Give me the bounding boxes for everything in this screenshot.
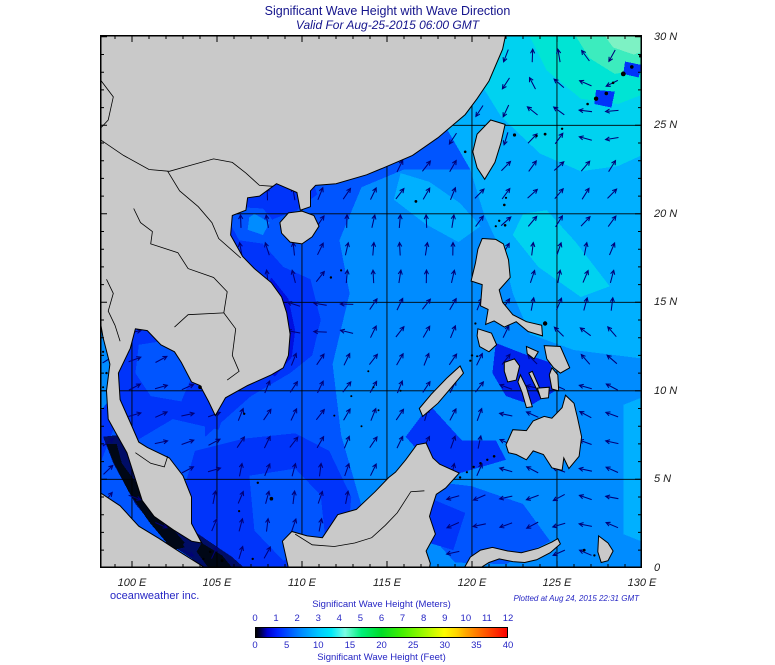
legend-tick-value: 35	[471, 640, 482, 651]
lon-tick-label: 115 E	[373, 577, 401, 589]
valid-time-subtitle: Valid For Aug-25-2015 06:00 GMT	[295, 18, 480, 32]
lat-tick-label: 0	[654, 562, 661, 574]
legend-tick-value: 11	[481, 613, 492, 624]
small-islands	[102, 46, 642, 563]
legend-title-feet: Significant Wave Height (Feet)	[317, 652, 446, 663]
wave-height-map	[100, 35, 642, 568]
legend-tick-value: 10	[460, 613, 472, 624]
lat-tick-label: 25 N	[654, 119, 678, 131]
legend-tick-value: 12	[502, 613, 514, 624]
legend-tick-value: 30	[439, 640, 451, 651]
country-borders	[100, 79, 425, 547]
legend-tick-value: 25	[407, 640, 419, 651]
lat-tick-label: 30 N	[654, 31, 678, 43]
lat-tick-label: 20 N	[654, 208, 678, 220]
lon-tick-label: 120 E	[457, 577, 487, 589]
legend-tick-value: 7	[399, 613, 406, 624]
oceanweather-credit: oceanweather inc.	[110, 590, 200, 602]
legend-tick-value: 40	[502, 640, 514, 651]
lat-tick-label: 15 N	[654, 296, 678, 308]
wave-height-colorbar	[255, 627, 508, 638]
legend-tick-value: 0	[252, 640, 258, 651]
legend-tick-value: 8	[421, 613, 427, 624]
legend-tick-value: 10	[312, 640, 324, 651]
legend-tick-value: 15	[344, 640, 356, 651]
plotted-timestamp: Plotted at Aug 24, 2015 22:31 GMT	[513, 594, 639, 603]
lon-tick-label: 110 E	[288, 577, 316, 589]
legend-tick-value: 9	[442, 613, 448, 624]
degree-ticks	[100, 35, 642, 568]
legend-tick-value: 2	[294, 613, 300, 624]
legend-tick-value: 5	[283, 640, 290, 651]
lon-tick-label: 130 E	[627, 577, 657, 589]
lon-tick-label: 100 E	[117, 577, 147, 589]
legend-tick-value: 0	[252, 613, 258, 624]
legend-tick-value: 3	[315, 613, 321, 624]
map-frame	[100, 35, 642, 568]
legend-tick-value: 6	[378, 613, 385, 624]
lon-tick-label: 105 E	[202, 577, 232, 589]
legend-tick-value: 4	[336, 613, 342, 624]
lat-tick-label: 10 N	[654, 385, 678, 397]
lon-tick-label: 125 E	[542, 577, 572, 589]
legend-tick-value: 20	[376, 640, 387, 651]
legend-tick-value: 5	[357, 613, 364, 624]
page-title: Significant Wave Height with Wave Direct…	[264, 4, 511, 18]
lat-tick-label: 5 N	[654, 473, 672, 485]
legend-tick-value: 1	[273, 613, 279, 624]
legend-title-meters: Significant Wave Height (Meters)	[312, 599, 451, 610]
